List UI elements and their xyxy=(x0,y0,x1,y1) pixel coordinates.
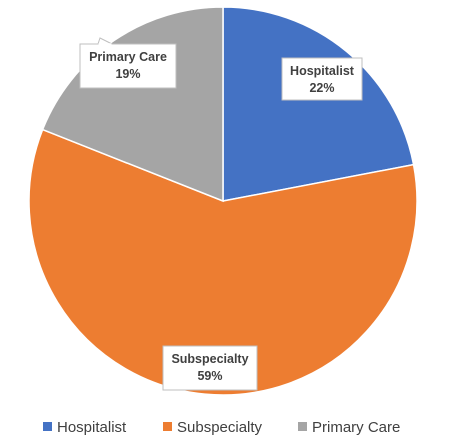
data-label-category: Subspecialty xyxy=(171,352,248,366)
pie-slices xyxy=(28,6,418,396)
data-label-box xyxy=(281,57,363,101)
data-label-category: Primary Care xyxy=(89,50,167,64)
data-label-value: 19% xyxy=(115,67,140,81)
legend-swatch xyxy=(163,422,172,431)
data-label-callouts: Hospitalist 22% Subspecialty 59% Primary Car… xyxy=(79,37,363,391)
data-label-pointer xyxy=(97,37,113,45)
data-label-primary-care: Primary Care 19% xyxy=(79,37,177,89)
legend: Hospitalist Subspecialty Primary Care xyxy=(43,419,400,436)
legend-label: Subspecialty xyxy=(177,419,263,436)
data-label-subspecialty: Subspecialty 59% xyxy=(162,345,258,391)
legend-item-hospitalist: Hospitalist xyxy=(43,419,127,436)
data-label-category: Hospitalist xyxy=(290,64,355,78)
legend-swatch xyxy=(43,422,52,431)
pie-slice-subspecialty xyxy=(28,128,418,396)
data-label-box xyxy=(79,43,177,89)
data-label-box xyxy=(162,345,258,391)
pie-slice-hospitalist xyxy=(222,6,415,202)
data-label-value: 59% xyxy=(197,369,222,383)
legend-item-primary-care: Primary Care xyxy=(298,419,400,436)
data-label-value: 22% xyxy=(309,81,334,95)
legend-label: Primary Care xyxy=(312,419,400,436)
data-label-hospitalist: Hospitalist 22% xyxy=(281,57,363,101)
pie-slice-primary-care xyxy=(41,6,224,203)
legend-item-subspecialty: Subspecialty xyxy=(163,419,263,436)
legend-swatch xyxy=(298,422,307,431)
legend-label: Hospitalist xyxy=(57,419,127,436)
